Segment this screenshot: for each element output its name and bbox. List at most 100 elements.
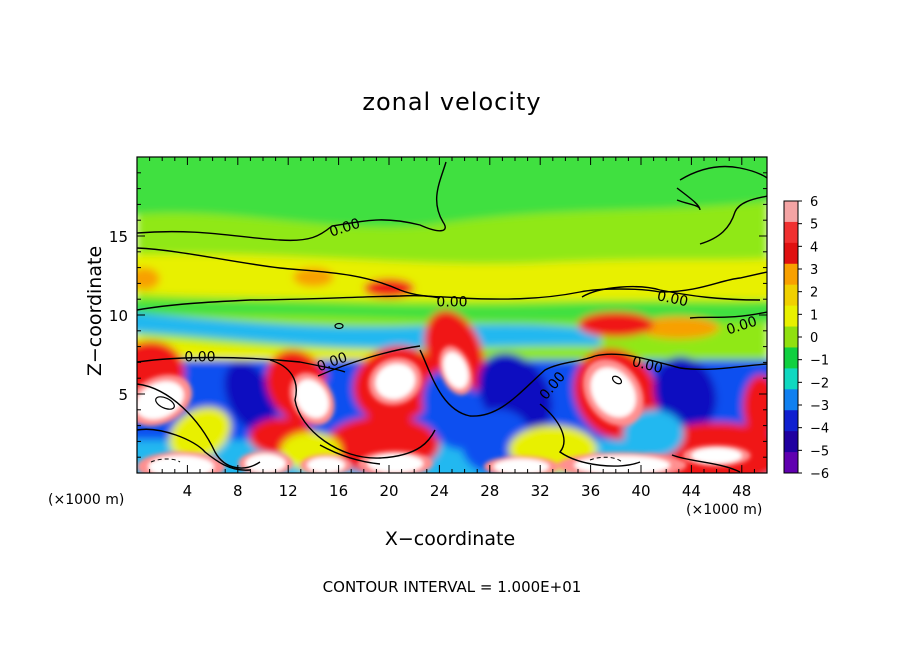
field-core (307, 457, 345, 473)
x-tick-label: 28 (480, 482, 499, 500)
field-cell (578, 311, 654, 338)
y-tick-label: 10 (109, 307, 128, 325)
colorbar-swatch (784, 263, 798, 286)
x-tick-label: 32 (531, 482, 550, 500)
x-tick-label: 8 (233, 482, 243, 500)
colorbar-tick-label: 6 (810, 195, 818, 210)
contour-line (137, 247, 767, 300)
field-blend (137, 157, 767, 473)
x-unit-left: (×1000 m) (48, 492, 125, 508)
colorbar-tick-label: −1 (810, 354, 829, 369)
contour-loop (334, 322, 344, 330)
colorbar-swatch (784, 368, 798, 390)
contour-line (269, 359, 436, 459)
field-core (574, 455, 670, 473)
x-unit-right: (×1000 m) (686, 502, 763, 518)
x-axis-label: X−coordinate (384, 528, 516, 550)
x-tick-label: 24 (430, 482, 449, 500)
colorbar-swatch (784, 221, 798, 244)
colorbar-swatch (784, 242, 798, 265)
field-cell (743, 375, 767, 439)
colorbar-swatch (784, 326, 798, 348)
contour-loop (611, 375, 623, 385)
contour-line (319, 444, 381, 465)
colorbar-tick-label: −2 (810, 376, 829, 391)
field-cell (623, 409, 684, 458)
chart-title: zonal velocity (362, 88, 542, 116)
colorbar-swatch (784, 347, 798, 369)
colorbar-swatch (784, 431, 798, 453)
colorbar-tick-label: −6 (810, 467, 829, 482)
contour-line (581, 286, 761, 301)
field-cell (638, 316, 720, 339)
field-core (295, 379, 329, 419)
contour-line (137, 294, 441, 311)
contour-line (317, 345, 421, 377)
field-core (493, 458, 550, 473)
x-tick-label: 12 (279, 482, 298, 500)
field-band (137, 312, 600, 349)
x-tick-label: 16 (329, 482, 348, 500)
contour-line (419, 349, 596, 417)
contour-label: 0.00 (184, 350, 215, 366)
x-tick-label: 36 (581, 482, 600, 500)
contour-interval-note: CONTOUR INTERVAL = 1.000E+01 (322, 578, 582, 596)
colorbar-tick-label: 1 (810, 308, 818, 323)
colorbar-tick-label: −5 (810, 444, 829, 459)
velocity-field (137, 157, 767, 473)
contour-label: 0.00 (656, 288, 690, 310)
field-band (137, 157, 767, 228)
contour-label: 0.00 (630, 354, 664, 377)
x-tick-label: 40 (631, 482, 650, 500)
colorbar: 6 5 4 3 2 1 0 −1 −2 −3 −4 −5 −6 (783, 195, 829, 482)
colorbar-tick-label: 5 (810, 218, 818, 233)
colorbar-tick-label: −3 (810, 399, 829, 414)
field-core (245, 454, 286, 473)
contour-line (671, 454, 741, 473)
field-core (137, 381, 184, 420)
colorbar-swatch (784, 305, 798, 328)
colorbar-tick-label: 0 (810, 331, 818, 346)
colorbar-swatch (784, 201, 798, 223)
field-core (590, 367, 636, 418)
field-cell (224, 361, 277, 433)
y-tick-label: 5 (118, 386, 128, 404)
x-tick-label: 20 (379, 482, 398, 500)
contour-line (594, 353, 767, 371)
x-tick-label: 48 (732, 482, 751, 500)
contour-line (676, 187, 701, 211)
contour-line (137, 383, 261, 469)
contour-line (699, 195, 767, 245)
field-cell (169, 407, 231, 460)
field-cell (653, 356, 717, 432)
colorbar-swatch (784, 284, 798, 307)
field-core (375, 363, 416, 400)
field-core (367, 454, 424, 473)
contour-line (679, 165, 767, 181)
contour-lines (137, 161, 767, 473)
contour-line-negative (150, 458, 181, 463)
colorbar-swatch (784, 389, 798, 411)
contour-line (137, 161, 447, 242)
colorbar-tick-label: 4 (810, 240, 818, 255)
y-tick-label: 15 (109, 228, 128, 246)
field-cell (137, 267, 160, 290)
contour-line (137, 428, 251, 471)
colorbar-swatch (784, 410, 798, 432)
contour-label: 0.00 (436, 294, 467, 310)
field-core (148, 455, 214, 473)
field-cores (137, 345, 751, 473)
contour-line (689, 311, 767, 319)
colorbar-tick-label: 2 (810, 286, 818, 301)
x-tick-label: 4 (183, 482, 193, 500)
colorbar-swatch (784, 452, 798, 474)
x-tick-label: 44 (682, 482, 701, 500)
field-core (443, 352, 469, 389)
contour-loop (155, 396, 175, 410)
colorbar-tick-label: −4 (810, 422, 829, 437)
contour-line (539, 403, 641, 467)
field-cell (363, 278, 415, 298)
field-core (691, 447, 742, 464)
